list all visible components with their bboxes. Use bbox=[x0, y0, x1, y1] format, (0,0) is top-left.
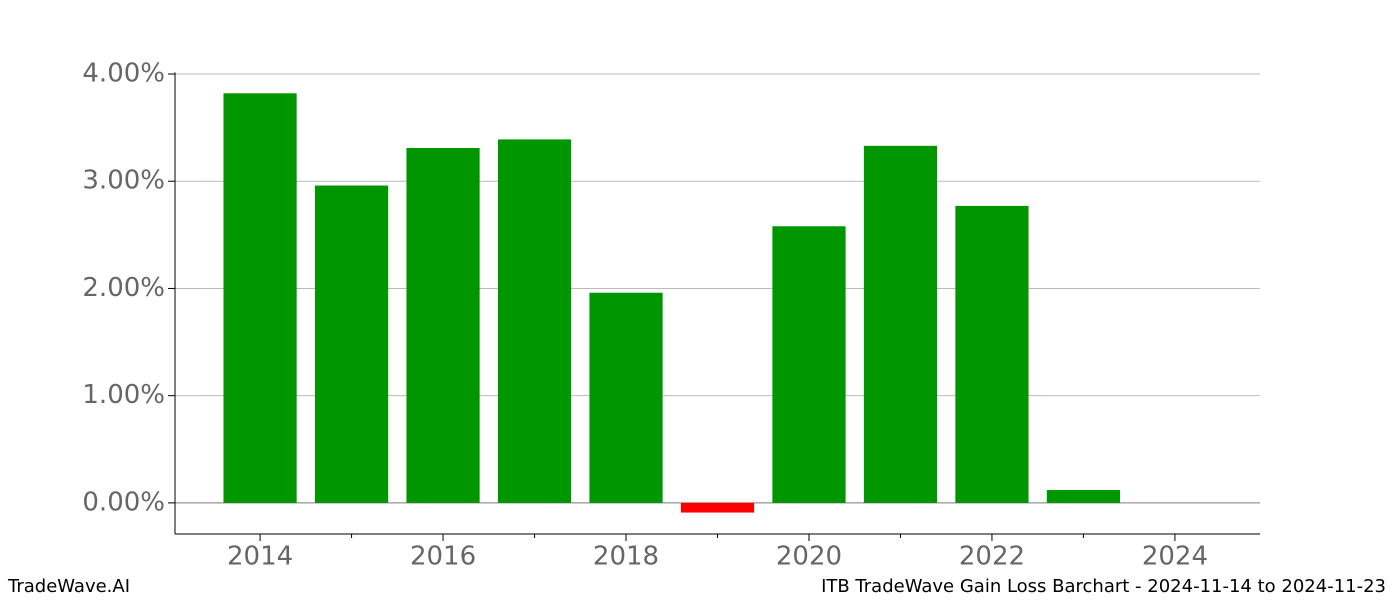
chart-title: ITB TradeWave Gain Loss Barchart - 2024-… bbox=[821, 576, 1386, 597]
bar bbox=[772, 226, 846, 503]
bar bbox=[314, 185, 389, 503]
y-tick-label: 4.00% bbox=[82, 58, 165, 88]
bar bbox=[863, 145, 938, 503]
x-tick-label: 2018 bbox=[593, 542, 659, 572]
x-tick-label: 2014 bbox=[227, 542, 293, 572]
bar bbox=[497, 139, 572, 503]
x-tick-label: 2022 bbox=[959, 542, 1025, 572]
y-tick-label: 2.00% bbox=[82, 273, 165, 303]
y-tick-label: 1.00% bbox=[82, 380, 165, 410]
x-tick-label: 2016 bbox=[410, 542, 476, 572]
x-tick-label: 2020 bbox=[776, 542, 842, 572]
bar bbox=[680, 502, 755, 513]
x-tick-label: 2024 bbox=[1142, 542, 1208, 572]
bar bbox=[406, 147, 480, 503]
bar bbox=[1046, 490, 1121, 503]
bar bbox=[223, 93, 297, 503]
watermark: TradeWave.AI bbox=[7, 576, 130, 597]
bar bbox=[955, 205, 1029, 503]
y-tick-label: 3.00% bbox=[82, 166, 165, 196]
bar bbox=[589, 292, 663, 503]
y-tick-label: 0.00% bbox=[82, 487, 165, 517]
